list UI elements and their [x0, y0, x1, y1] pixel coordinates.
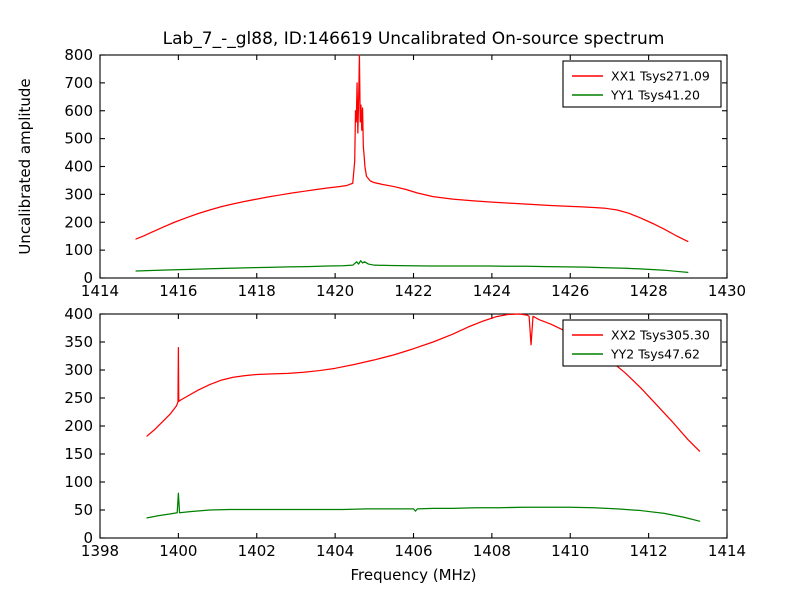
legend-bottom: XX2 Tsys305.30 YY2 Tsys47.62 — [562, 319, 722, 367]
y-tick-label: 0 — [83, 529, 93, 547]
x-tick-label: 1426 — [551, 282, 589, 300]
x-tick-label: 1414 — [708, 542, 746, 560]
legend-label: YY1 Tsys41.20 — [610, 88, 700, 103]
y-tick-label: 100 — [64, 473, 93, 491]
legend-box — [562, 60, 722, 108]
x-tick-label: 1416 — [159, 282, 197, 300]
x-tick-label: 1412 — [630, 542, 668, 560]
x-tick-label: 1402 — [238, 542, 276, 560]
x-tick-label: 1420 — [316, 282, 354, 300]
series-line-yy2 — [146, 492, 701, 522]
series-line-yy1 — [135, 260, 689, 274]
y-tick-label: 0 — [83, 269, 93, 287]
legend-label: XX2 Tsys305.30 — [611, 328, 710, 343]
panel-bottom: 1398 1400 1402 1404 1406 1408 1410 1412 1414 0 50 1… — [64, 305, 746, 584]
x-tick-label: 1424 — [473, 282, 511, 300]
x-tick-label: 1428 — [630, 282, 668, 300]
legend-label: YY2 Tsys47.62 — [610, 347, 700, 362]
x-tick-label: 1408 — [473, 542, 511, 560]
x-axis-label: Frequency (MHz) — [350, 566, 476, 584]
y-tick-label: 600 — [64, 102, 93, 120]
x-tick-label: 1400 — [159, 542, 197, 560]
y-tick-label: 350 — [64, 333, 93, 351]
y-tick-label: 200 — [64, 417, 93, 435]
legend-label: XX1 Tsys271.09 — [611, 69, 710, 84]
x-tick-label: 1414 — [81, 282, 119, 300]
y-tick-label: 300 — [64, 361, 93, 379]
panel-top: 1414 1416 1418 1420 1422 1424 1426 1428 1430 0 100… — [16, 29, 746, 300]
x-tick-label: 1422 — [394, 282, 432, 300]
y-tick-label: 800 — [64, 46, 93, 64]
y-tick-label: 50 — [74, 501, 93, 519]
series-line-xx1 — [135, 54, 689, 243]
y-tick-label: 100 — [64, 241, 93, 259]
y-tick-label: 400 — [64, 158, 93, 176]
legend-box — [562, 319, 722, 367]
y-tick-label: 500 — [64, 130, 93, 148]
y-tick-label: 700 — [64, 74, 93, 92]
plot-title: Lab_7_-_gl88, ID:146619 Uncalibrated On-… — [163, 29, 665, 49]
y-tick-label: 300 — [64, 185, 93, 203]
y-axis-label: Uncalibrated amplitude — [16, 78, 34, 254]
x-tick-label: 1406 — [394, 542, 432, 560]
x-tick-label: 1398 — [81, 542, 119, 560]
x-tick-label: 1418 — [238, 282, 276, 300]
y-tick-label: 200 — [64, 213, 93, 231]
x-tick-label: 1410 — [551, 542, 589, 560]
y-tick-label: 150 — [64, 445, 93, 463]
x-tick-label: 1404 — [316, 542, 354, 560]
x-tick-label: 1430 — [708, 282, 746, 300]
legend-top: XX1 Tsys271.09 YY1 Tsys41.20 — [562, 60, 722, 108]
y-tick-label: 400 — [64, 305, 93, 323]
y-tick-label: 250 — [64, 389, 93, 407]
